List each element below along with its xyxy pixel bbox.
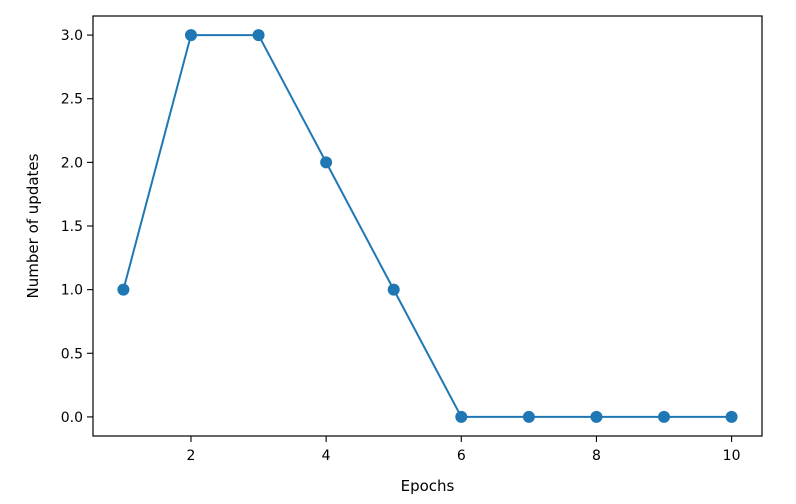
x-tick-label: 2 [187, 448, 196, 464]
y-tick-label: 0.0 [61, 410, 83, 426]
data-point [522, 410, 535, 423]
y-axis-label: Number of updates [24, 153, 42, 298]
data-point [252, 29, 265, 42]
x-tick-label: 10 [723, 448, 741, 464]
data-point [455, 410, 468, 423]
x-tick-label: 4 [322, 448, 331, 464]
data-point [387, 283, 400, 296]
y-tick-label: 2.5 [61, 92, 83, 108]
y-tick-label: 0.5 [61, 346, 83, 362]
y-tick-label: 3.0 [61, 28, 83, 44]
data-point [725, 410, 738, 423]
data-point [658, 410, 671, 423]
data-point [184, 29, 197, 42]
x-axis-label: Epochs [401, 477, 455, 495]
y-axis: 0.0 0.5 1.0 1.5 2.0 2.5 3.0 [61, 28, 93, 426]
y-tick-label: 1.0 [61, 283, 83, 299]
y-tick-label: 2.0 [61, 155, 83, 171]
data-point [590, 410, 603, 423]
data-point [320, 156, 333, 169]
series-group [117, 29, 738, 423]
x-tick-label: 6 [457, 448, 466, 464]
x-tick-label: 8 [592, 448, 601, 464]
series-line [122, 34, 732, 418]
x-axis: 2 4 6 8 10 [187, 436, 741, 464]
data-point [117, 283, 130, 296]
plot-frame [92, 15, 763, 437]
y-tick-label: 1.5 [61, 219, 83, 235]
